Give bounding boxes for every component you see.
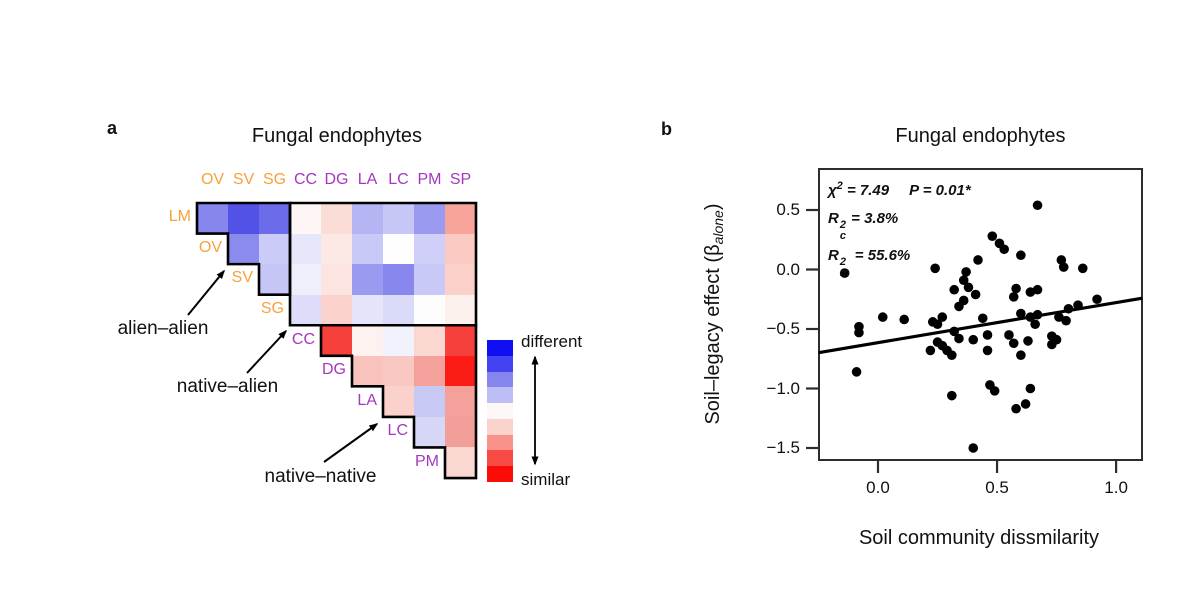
panel-a-label: a [107, 118, 118, 138]
heatmap-cell-DG-LA [352, 355, 384, 387]
heatmap-row-label-SV: SV [231, 269, 253, 287]
heatmap-col-label-DG: DG [324, 171, 349, 188]
legend-color-segment [487, 450, 513, 467]
heatmap-cell-SV-LC [383, 264, 415, 296]
y-tick-label: 0.5 [776, 200, 800, 219]
legend-color-segment [487, 466, 513, 483]
heatmap-cell-LM-LA [352, 203, 384, 235]
x-tick-label: 0.0 [866, 478, 890, 497]
heatmap-row-label-LC: LC [387, 422, 408, 440]
legend-color-segment [487, 403, 513, 420]
heatmap-cell-SG-DG [321, 294, 353, 326]
heatmap-row-label-PM: PM [415, 452, 439, 470]
heatmap-cell-SG-SP [445, 294, 477, 326]
heatmap-cell-OV-LC [383, 233, 415, 265]
legend-color-segment [487, 340, 513, 357]
heatmap-col-label-SV: SV [232, 171, 255, 188]
heatmap-cell-LA-SP [445, 386, 477, 418]
heatmap-cell-DG-PM [414, 355, 446, 387]
heatmap-row-label-CC: CC [291, 330, 315, 348]
heatmap-col-label-LC: LC [388, 171, 409, 188]
heatmap-cell-SV-DG [321, 264, 353, 296]
heatmap-col-label-OV: OV [200, 171, 225, 188]
heatmap-cell-LM-LC [383, 203, 415, 235]
x-tick-label: 0.5 [985, 478, 1009, 497]
legend-color-segment [487, 371, 513, 388]
heatmap-row-label-SG: SG [260, 299, 284, 317]
heatmap-cell-OV-SP [445, 233, 477, 265]
y-axis-title: Soil–legacy effect (βalone) [702, 203, 726, 425]
heatmap-row-label-LM: LM [168, 208, 191, 226]
legend-color-segment [487, 355, 513, 373]
heatmap-cell-LM-CC [290, 203, 322, 235]
heatmap-cell-SG-PM [414, 294, 446, 326]
annotation-native-native: native–native [264, 466, 377, 487]
heatmap-cell-CC-SP [445, 325, 477, 357]
y-tick-label: −1.0 [766, 378, 800, 398]
heatmap-cell-LM-SV [228, 203, 260, 235]
heatmap-col-label-SP: SP [449, 171, 472, 188]
heatmap-cell-LC-SP [445, 416, 477, 448]
x-axis-title: Soil community dissmilarity [858, 527, 1100, 549]
heatmap-cell-CC-LC [383, 325, 415, 357]
annotation-native-alien: native–alien [176, 376, 279, 397]
heatmap-cell-SV-SG [259, 264, 291, 296]
heatmap-row-label-DG: DG [322, 361, 346, 379]
legend-color-segment [487, 434, 513, 451]
legend-label-similar: similar [521, 470, 571, 489]
heatmap-col-label-SG: SG [262, 171, 287, 188]
heatmap-col-label-CC: CC [293, 171, 318, 188]
heatmap-cell-LM-OV [197, 203, 229, 235]
annotation-alien-alien: alien–alien [117, 318, 209, 339]
heatmap-cell-SG-LA [352, 294, 384, 326]
heatmap-cell-CC-PM [414, 325, 446, 357]
x-tick-label: 1.0 [1104, 478, 1128, 497]
heatmap-cell-LA-LC [383, 386, 415, 418]
legend-color-segment [487, 387, 513, 404]
panel-b-label: b [661, 119, 672, 139]
y-tick-label: −0.5 [766, 319, 800, 338]
heatmap-col-label-LA: LA [357, 171, 378, 188]
legend-color-segment [487, 418, 513, 436]
heatmap-cell-SG-CC [290, 294, 322, 326]
heatmap-cell-LC-PM [414, 416, 446, 448]
heatmap-cell-LA-PM [414, 386, 446, 418]
heatmap-row-label-LA: LA [357, 391, 377, 409]
heatmap-cell-LM-SP [445, 203, 477, 235]
heatmap-cell-LM-DG [321, 203, 353, 235]
y-tick-label: 0.0 [776, 259, 800, 279]
heatmap-cell-OV-CC [290, 233, 322, 265]
legend-label-different: different [521, 332, 583, 351]
heatmap-cell-SV-CC [290, 264, 322, 296]
heatmap-cell-OV-LA [352, 233, 384, 265]
heatmap-cell-CC-DG [321, 325, 353, 357]
heatmap-cell-OV-SG [259, 233, 291, 265]
heatmap-cell-OV-DG [321, 233, 353, 265]
heatmap-cell-SV-SP [445, 264, 477, 296]
heatmap-cell-DG-SP [445, 355, 477, 387]
heatmap-cell-LM-SG [259, 203, 291, 235]
heatmap-cell-SG-LC [383, 294, 415, 326]
panel-a-title: Fungal endophytes [251, 125, 423, 147]
heatmap-cell-SV-PM [414, 264, 446, 296]
heatmap-cell-PM-SP [445, 447, 477, 479]
stats-line-chi: χ2 = 7.49 P = 0.01* [828, 180, 971, 199]
heatmap-cell-CC-LA [352, 325, 384, 357]
heatmap-cell-DG-LC [383, 355, 415, 387]
heatmap-col-label-PM: PM [417, 171, 442, 188]
y-tick-label: −1.5 [766, 438, 800, 457]
heatmap-cell-OV-PM [414, 233, 446, 265]
heatmap-cell-OV-SV [228, 233, 260, 265]
heatmap-row-label-OV: OV [198, 238, 222, 256]
heatmap-cell-SV-LA [352, 264, 384, 296]
panel-b-title: Fungal endophytes [895, 125, 1066, 147]
heatmap-cell-LM-PM [414, 203, 446, 235]
